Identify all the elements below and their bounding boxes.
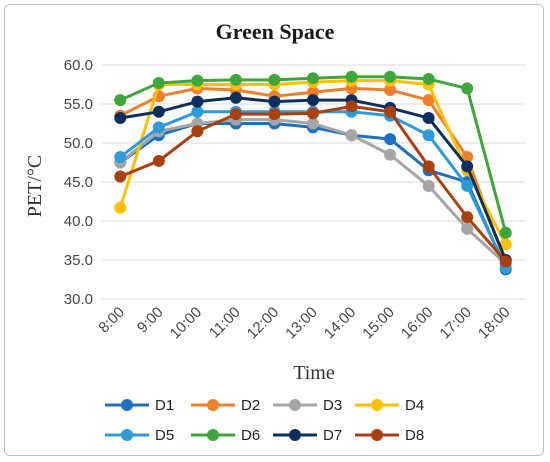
- x-tick-label: 14:00: [321, 304, 360, 343]
- legend-marker: [121, 399, 133, 411]
- legend-label: D8: [405, 427, 424, 444]
- data-point-d6: [384, 70, 397, 83]
- data-point-d7: [422, 112, 435, 125]
- data-point-d3: [307, 117, 319, 130]
- chart-frame: Green Space 30.0 35.0 40.0 45.0 50.0 55.0 60.0…: [4, 4, 544, 456]
- data-point-d5: [461, 179, 474, 192]
- data-point-d6: [268, 73, 281, 86]
- data-point-d7: [152, 105, 165, 118]
- data-point-d7: [268, 95, 281, 108]
- y-tick-label: 55.0: [64, 96, 93, 113]
- data-point-d7: [114, 112, 127, 125]
- legend-label: D7: [323, 427, 342, 444]
- x-tick-label: 17:00: [436, 304, 475, 343]
- legend-marker: [289, 429, 301, 441]
- legend-item-d4: D4: [355, 397, 424, 414]
- chart-title: Green Space: [216, 19, 335, 44]
- legend-marker: [207, 429, 219, 441]
- x-tick-label: 10:00: [167, 304, 206, 343]
- data-point-d6: [345, 70, 358, 83]
- data-point-d8: [229, 108, 242, 121]
- data-point-d2: [384, 83, 397, 96]
- data-point-d6: [152, 76, 165, 89]
- data-point-d3: [345, 129, 358, 142]
- series-d8: [114, 100, 512, 268]
- legend-marker: [121, 429, 133, 441]
- data-point-d3: [422, 179, 435, 192]
- x-tick-label: 15:00: [359, 304, 398, 343]
- legend-item-d6: D6: [191, 427, 260, 444]
- legend-label: D3: [323, 397, 342, 414]
- legend-item-d7: D7: [273, 427, 342, 444]
- data-point-d4: [114, 201, 127, 214]
- legend-label: D6: [241, 427, 260, 444]
- data-point-d7: [191, 95, 204, 108]
- legend-marker: [371, 399, 383, 411]
- data-point-d4: [499, 238, 512, 251]
- legend-item-d5: D5: [105, 427, 174, 444]
- y-axis-title: PET/°C: [24, 155, 46, 217]
- series-layer: [114, 70, 512, 276]
- y-axis-ticks: 30.0 35.0 40.0 45.0 50.0 55.0 60.0: [64, 57, 93, 308]
- data-point-d8: [191, 125, 204, 138]
- legend-marker: [207, 399, 219, 411]
- x-tick-label: 8:00: [95, 304, 128, 337]
- x-tick-label: 13:00: [282, 304, 321, 343]
- data-point-d8: [268, 108, 281, 121]
- data-point-d8: [461, 211, 474, 224]
- data-point-d7: [461, 160, 474, 173]
- legend-label: D2: [241, 397, 260, 414]
- data-point-d8: [422, 160, 435, 173]
- data-point-d5: [114, 151, 127, 164]
- data-point-d5: [152, 121, 165, 134]
- legend-item-d3: D3: [273, 397, 342, 414]
- data-point-d5: [191, 105, 204, 118]
- data-point-d8: [307, 107, 319, 120]
- data-point-d8: [114, 170, 127, 183]
- y-tick-label: 40.0: [64, 213, 93, 230]
- legend-label: D1: [155, 397, 174, 414]
- y-tick-label: 30.0: [64, 291, 93, 308]
- chart-svg: Green Space 30.0 35.0 40.0 45.0 50.0 55.0 60.0…: [24, 19, 525, 444]
- legend-marker: [371, 429, 383, 441]
- data-point-d8: [499, 255, 512, 268]
- data-point-d7: [229, 91, 242, 104]
- data-point-d6: [499, 226, 512, 239]
- data-point-d7: [307, 94, 319, 107]
- legend-item-d8: D8: [355, 427, 424, 444]
- data-point-d2: [422, 94, 435, 107]
- legend: D1 D2 D3 D4 D5 D6 D7 D8: [105, 397, 424, 444]
- legend-marker: [289, 399, 301, 411]
- legend-item-d1: D1: [105, 397, 174, 414]
- y-tick-label: 35.0: [64, 252, 93, 269]
- data-point-d3: [384, 148, 397, 161]
- series-d6: [114, 70, 512, 239]
- x-tick-label: 11:00: [206, 304, 244, 342]
- data-point-d8: [384, 105, 397, 118]
- x-axis-ticks: 8:00 9:00 10:00 11:00 12:00 13:00 14:00 15:00 16…: [95, 304, 513, 343]
- data-point-d6: [229, 73, 242, 86]
- legend-label: D4: [405, 397, 424, 414]
- x-tick-label: 12:00: [244, 304, 283, 343]
- legend-label: D5: [155, 427, 174, 444]
- x-axis-title: Time: [293, 362, 335, 384]
- data-point-d6: [461, 82, 474, 95]
- data-point-d6: [191, 74, 204, 87]
- x-tick-label: 18:00: [475, 304, 514, 343]
- data-point-d8: [345, 100, 358, 113]
- y-tick-label: 60.0: [64, 57, 93, 74]
- y-tick-label: 50.0: [64, 135, 93, 152]
- x-tick-label: 9:00: [134, 304, 167, 337]
- legend-item-d2: D2: [191, 397, 260, 414]
- y-tick-label: 45.0: [64, 174, 93, 191]
- data-point-d8: [152, 154, 165, 167]
- data-point-d5: [422, 129, 435, 142]
- data-point-d1: [384, 133, 397, 146]
- data-point-d6: [307, 72, 319, 85]
- x-tick-label: 16:00: [398, 304, 437, 343]
- data-point-d6: [114, 94, 127, 107]
- data-point-d6: [422, 73, 435, 86]
- data-point-d3: [461, 222, 474, 235]
